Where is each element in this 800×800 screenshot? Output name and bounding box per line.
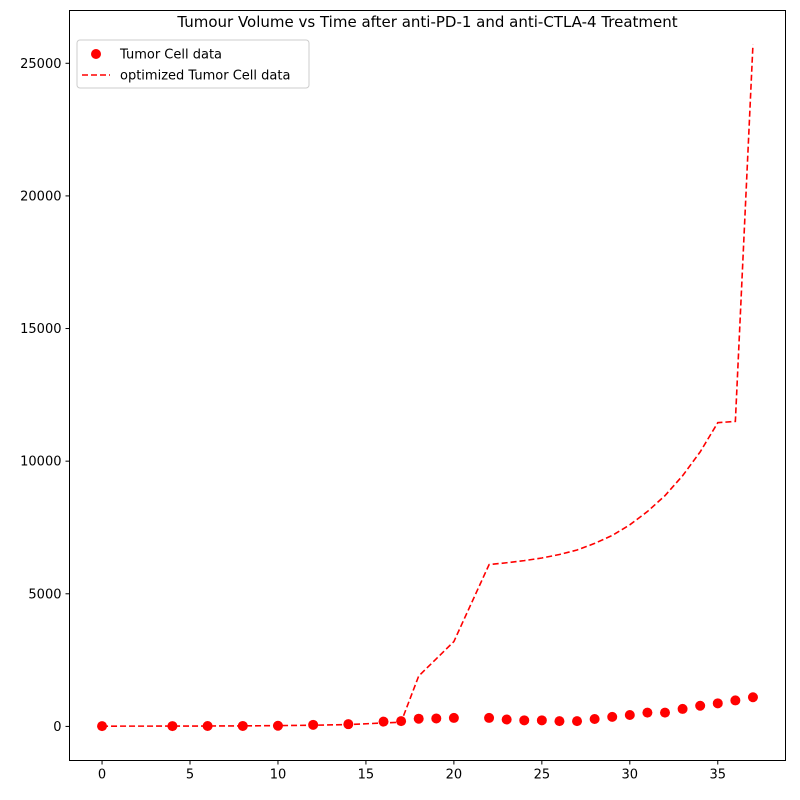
data-point xyxy=(484,712,495,723)
data-point xyxy=(202,721,213,732)
data-point xyxy=(501,714,512,725)
plot-frame xyxy=(69,10,786,761)
data-point xyxy=(519,715,530,726)
y-tick-label: 20000 xyxy=(20,189,61,204)
y-tick-label: 0 xyxy=(53,720,61,735)
legend: Tumor Cell data optimized Tumor Cell data xyxy=(76,39,310,89)
x-tick-label: 5 xyxy=(186,768,194,783)
series-line-optimized xyxy=(102,44,754,727)
data-point xyxy=(413,713,424,724)
x-tick-label: 0 xyxy=(98,768,106,783)
data-point xyxy=(431,713,442,724)
chart-title: Tumour Volume vs Time after anti-PD-1 an… xyxy=(176,13,677,31)
data-point xyxy=(659,707,670,718)
legend-entry: Tumor Cell data xyxy=(119,48,222,63)
y-tick-label: 5000 xyxy=(28,587,61,602)
data-point xyxy=(677,703,688,714)
data-point xyxy=(97,721,108,732)
data-point xyxy=(695,700,706,711)
y-tick-label: 10000 xyxy=(20,455,61,470)
plot-area xyxy=(97,44,758,732)
data-point xyxy=(642,707,653,718)
x-tick-label: 10 xyxy=(270,768,287,783)
data-point xyxy=(554,716,565,727)
x-tick-label: 15 xyxy=(358,768,375,783)
legend-entry: optimized Tumor Cell data xyxy=(120,69,290,84)
x-tick-label: 25 xyxy=(534,768,551,783)
legend-point-marker xyxy=(91,49,101,59)
data-point xyxy=(747,692,758,703)
data-point xyxy=(730,695,741,706)
x-tick-label: 30 xyxy=(622,768,639,783)
data-point xyxy=(378,716,389,727)
data-point xyxy=(607,711,618,722)
y-tick-label: 15000 xyxy=(20,322,61,337)
y-tick-label: 25000 xyxy=(20,57,61,72)
data-point xyxy=(167,721,178,732)
x-tick-label: 35 xyxy=(709,768,726,783)
data-point xyxy=(712,698,723,709)
data-point xyxy=(624,710,635,721)
x-tick-label: 20 xyxy=(446,768,463,783)
data-point xyxy=(572,716,583,727)
legend-box xyxy=(76,39,310,89)
data-point xyxy=(536,715,547,726)
data-point xyxy=(589,713,600,724)
data-point xyxy=(448,712,459,723)
